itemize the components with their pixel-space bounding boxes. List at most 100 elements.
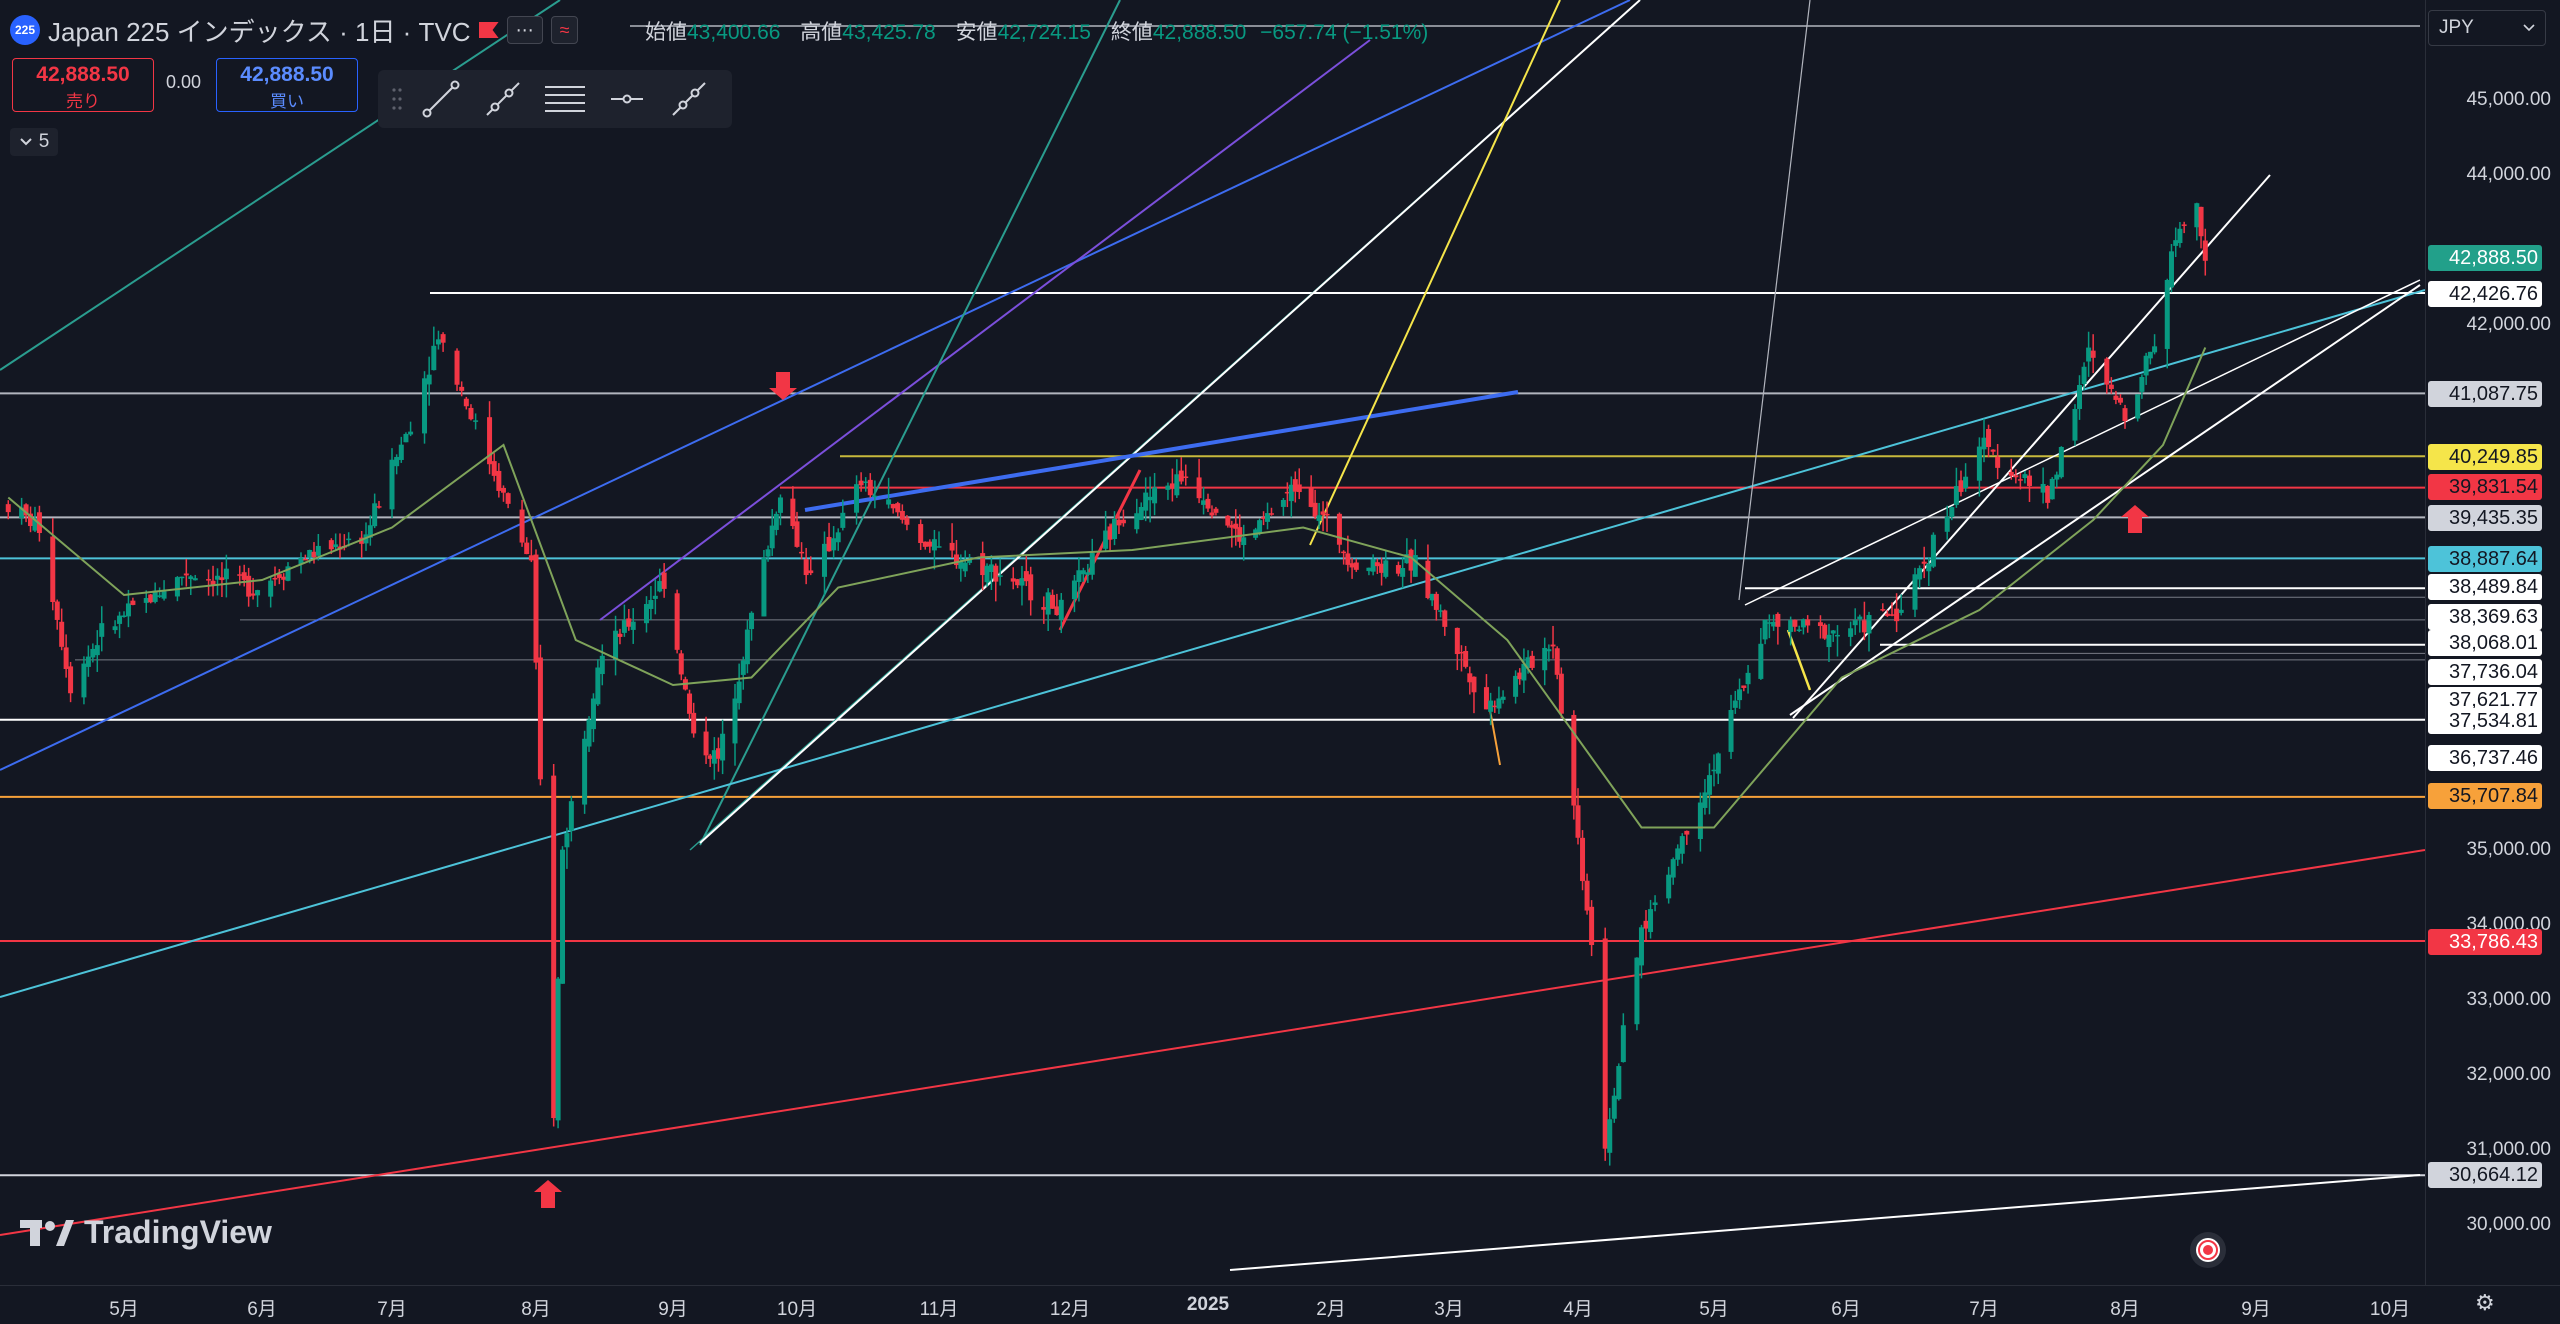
candle-body — [473, 420, 479, 422]
drag-handle-icon[interactable] — [388, 84, 406, 114]
candle-body — [703, 731, 709, 756]
price-chart[interactable] — [0, 0, 2425, 1285]
candle-body — [1241, 537, 1247, 546]
date-tick: 11月 — [919, 1299, 959, 1320]
parallel-channel-icon[interactable] — [538, 76, 592, 122]
price-level-label[interactable]: 42,888.50 — [2428, 245, 2542, 271]
candle-body — [1963, 476, 1969, 489]
candle-body — [715, 748, 721, 759]
candle-body — [1930, 534, 1936, 567]
candle-body — [1889, 614, 1895, 616]
candle-body — [1116, 519, 1122, 526]
trend-line — [1489, 709, 1501, 766]
candle-body — [2147, 351, 2153, 359]
candle-body — [1261, 517, 1267, 519]
price-tick: 42,000.00 — [2466, 314, 2551, 335]
tradingview-logo[interactable]: TradingView — [20, 1214, 272, 1251]
candle-body — [1015, 579, 1021, 586]
price-level-label[interactable]: 33,786.43 — [2428, 929, 2542, 955]
candle-body — [1467, 673, 1473, 683]
currency-selector[interactable]: JPY — [2428, 10, 2546, 46]
horizontal-line-icon[interactable] — [600, 76, 654, 122]
candle-body — [94, 645, 100, 656]
candle-body — [652, 595, 658, 599]
replay-record-button[interactable] — [2190, 1232, 2226, 1268]
candle-body — [1080, 570, 1086, 575]
price-level-label[interactable]: 38,887.64 — [2428, 546, 2542, 572]
ray-icon[interactable] — [476, 76, 530, 122]
candle-body — [1442, 610, 1448, 627]
buy-button[interactable]: 42,888.50 買い — [216, 58, 358, 112]
trend-line — [699, 0, 1641, 844]
flag-icon[interactable] — [478, 22, 499, 38]
price-level-label[interactable]: 35,707.84 — [2428, 783, 2542, 809]
sell-label: 売り — [66, 92, 100, 111]
price-level-label[interactable]: 36,737.46 — [2428, 745, 2542, 771]
candle-body — [487, 417, 493, 465]
price-level-label[interactable]: 37,736.04 — [2428, 659, 2542, 685]
price-level-label[interactable]: 30,664.12 — [2428, 1162, 2542, 1188]
candle-body — [1425, 560, 1431, 598]
date-tick: 3月 — [1434, 1299, 1464, 1320]
candle-body — [918, 524, 924, 544]
candle-body — [1496, 698, 1502, 709]
candle-body — [1675, 848, 1681, 860]
chart-area[interactable] — [0, 0, 2425, 1285]
candle-body — [1165, 485, 1171, 490]
candle-body — [307, 550, 313, 558]
candle-body — [1488, 700, 1494, 712]
candle-body — [2108, 384, 2114, 389]
trend-line-icon[interactable] — [414, 76, 468, 122]
symbol-title[interactable]: Japan 225 インデックス · 1日 · TVC — [48, 16, 471, 47]
candle-body — [1353, 562, 1359, 570]
price-level-label[interactable]: 39,831.54 — [2428, 474, 2542, 500]
candle-body — [765, 549, 771, 557]
candle-body — [904, 517, 910, 525]
candle-body — [1023, 571, 1029, 582]
candle-body — [1320, 511, 1326, 515]
sell-button[interactable]: 42,888.50 売り — [12, 58, 154, 112]
symbol-badge[interactable]: 225 — [10, 15, 40, 45]
indicator-toggle-button[interactable]: ≈ — [550, 16, 579, 44]
high-value: 43,425.78 — [842, 21, 936, 44]
price-level-label[interactable]: 42,426.76 — [2428, 281, 2542, 307]
candle-body — [953, 554, 959, 566]
arrow-marker-icon — [534, 1180, 562, 1208]
low-value: 42,724.15 — [997, 21, 1091, 44]
candle-body — [1345, 553, 1351, 565]
candle-body — [1917, 568, 1923, 580]
price-level-label[interactable]: 40,249.85 — [2428, 444, 2542, 470]
price-level-label[interactable]: 38,068.01 — [2428, 630, 2542, 656]
candle-body — [962, 562, 968, 572]
candle-body — [206, 579, 212, 581]
indicators-collapse-button[interactable]: 5 — [10, 128, 58, 156]
candle-body — [936, 546, 942, 548]
open-value: 43,400.66 — [687, 21, 781, 44]
candle-body — [1697, 802, 1703, 840]
price-level-label[interactable]: 38,489.84 — [2428, 574, 2542, 600]
more-button[interactable]: ⋯ — [506, 16, 543, 44]
candle-body — [590, 698, 596, 730]
price-level-label[interactable]: 38,369.63 — [2428, 604, 2542, 630]
extended-line-icon[interactable] — [662, 76, 716, 122]
time-axis[interactable] — [0, 1285, 2560, 1324]
candle-body — [408, 431, 414, 435]
price-level-label[interactable]: 37,534.81 — [2428, 708, 2542, 734]
candle-body — [1589, 906, 1595, 946]
price-level-label[interactable]: 39,435.35 — [2428, 505, 2542, 531]
candle-body — [1706, 775, 1712, 795]
candle-body — [1616, 1066, 1622, 1100]
trend-line — [1789, 284, 2421, 716]
candle-body — [1634, 957, 1640, 1025]
price-level-label[interactable]: 41,087.75 — [2428, 381, 2542, 407]
candle-body — [867, 479, 873, 496]
candle-body — [1412, 555, 1418, 577]
candle-body — [720, 733, 726, 761]
candle-body — [346, 538, 352, 541]
candle-body — [1463, 651, 1469, 667]
candle-body — [777, 497, 783, 513]
candle-body — [2181, 224, 2187, 226]
candle-body — [1580, 837, 1586, 882]
settings-gear-icon[interactable]: ⚙ — [2475, 1290, 2495, 1315]
candle-body — [315, 545, 321, 556]
